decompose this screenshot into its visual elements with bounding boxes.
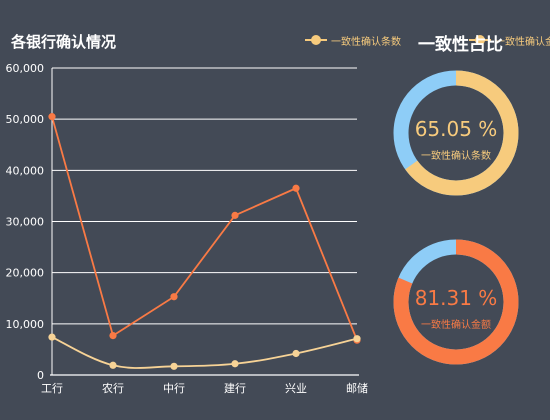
legend-label: 一致性确认金额 — [495, 36, 550, 48]
series-point-1 — [231, 360, 239, 368]
series-point-1 — [353, 335, 361, 343]
donut-percent-text: 81.31 % — [415, 286, 498, 310]
series-layer — [48, 113, 361, 370]
series-point-0 — [48, 113, 56, 121]
legend-swatch-icon — [305, 34, 327, 46]
y-tick-label: 30,000 — [6, 216, 45, 229]
series-point-1 — [292, 349, 300, 358]
y-axis: 0 10,000 20,000 30,000 40,000 50,000 60,000 — [6, 62, 53, 382]
x-tick-label: 邮储 — [346, 381, 368, 395]
x-tick-label: 中行 — [163, 382, 185, 395]
series-point-1 — [109, 361, 117, 369]
series-point-0 — [109, 332, 117, 340]
series-point-0 — [170, 293, 178, 301]
donut-value-arc — [393, 70, 519, 196]
x-tick-label: 工行 — [41, 382, 63, 395]
series-point-0 — [292, 184, 300, 192]
donut-value-arc — [393, 239, 519, 365]
series-line-1 — [51, 336, 358, 369]
ratio-title: 一致性占比 — [418, 35, 503, 55]
y-tick-label: 40,000 — [6, 164, 45, 177]
x-axis: 工行 农行 中行 建行 兴业 邮储 — [41, 374, 368, 395]
legend-label: 一致性确认条数 — [331, 36, 401, 48]
x-tick-label: 建行 — [224, 381, 246, 395]
y-tick-label: 50,000 — [6, 113, 45, 126]
grid-lines — [52, 67, 357, 325]
donut-percent-text: 65.05 % — [415, 117, 498, 141]
series-line-0 — [51, 116, 358, 341]
series-point-1 — [48, 333, 56, 341]
y-tick-label: 20,000 — [6, 267, 45, 280]
donut-label: 一致性确认条数 — [421, 149, 491, 162]
series-point-0 — [231, 211, 239, 219]
chart-title: 各银行确认情况 — [11, 33, 117, 51]
series-point-1 — [170, 362, 178, 370]
donut-label: 一致性确认金额 — [421, 318, 491, 331]
legend-swatch-icon — [469, 34, 491, 46]
legend-item-amount[interactable]: 一致性确认金额 — [469, 33, 550, 48]
y-tick-label: 10,000 — [6, 318, 45, 331]
donut-count: 65.05 % 一致性确认条数 — [393, 70, 519, 196]
y-tick-label: 60,000 — [6, 62, 45, 75]
x-tick-label: 农行 — [102, 381, 124, 395]
y-tick-label: 0 — [37, 369, 44, 382]
x-tick-label: 兴业 — [285, 382, 307, 395]
donut-amount: 81.31 % 一致性确认金额 — [393, 239, 519, 365]
donut-charts: 65.05 % 一致性确认条数 81.31 % 一致性确认金额 — [393, 70, 519, 365]
legend-item-count[interactable]: 一致性确认条数 — [305, 33, 401, 48]
